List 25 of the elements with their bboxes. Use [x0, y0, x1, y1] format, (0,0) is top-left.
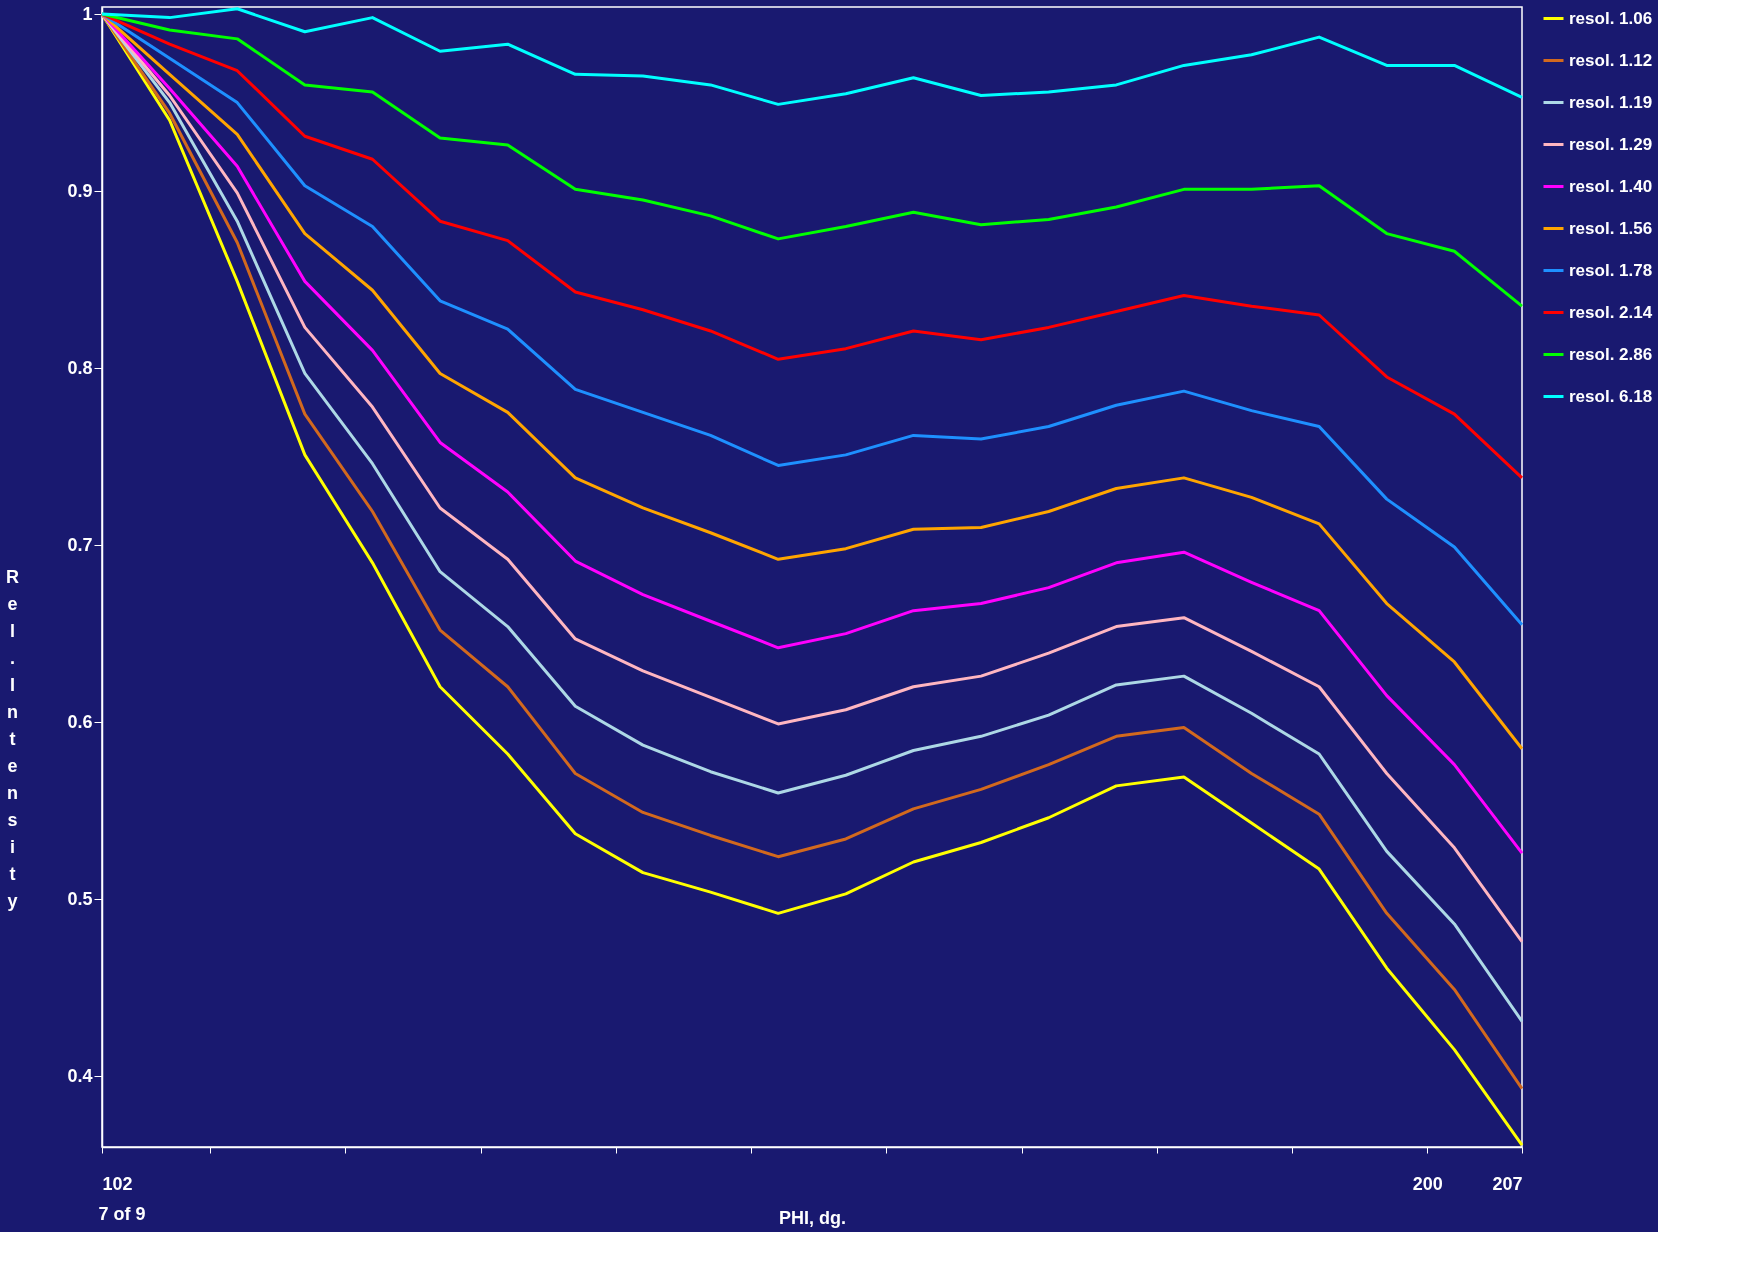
legend-label: resol. 1.78: [1569, 260, 1653, 280]
y-tick-label: 0.5: [67, 888, 93, 909]
legend-label: resol. 1.56: [1569, 218, 1653, 238]
text: Rel. Intensity: [6, 566, 19, 911]
y-tick-label: 0.4: [67, 1065, 93, 1086]
legend-label: resol. 1.29: [1569, 134, 1653, 154]
y-tick-label: 0.8: [67, 357, 93, 378]
y-tick-label: 0.9: [67, 180, 93, 201]
legend-label: resol. 1.19: [1569, 92, 1653, 112]
y-tick-label: 0.6: [67, 711, 93, 732]
x-axis-title: PHI, dg.: [779, 1207, 846, 1228]
y-tick-label: 0.7: [67, 534, 93, 555]
x-tick-label: 102: [102, 1173, 133, 1194]
legend-label: resol. 1.12: [1569, 50, 1653, 70]
legend-label: resol. 2.14: [1569, 302, 1653, 322]
legend-label: resol. 1.06: [1569, 8, 1653, 28]
line-series: [100, 12, 1524, 627]
legend-label: resol. 6.18: [1569, 386, 1653, 406]
x-tick-label: 207: [1492, 1173, 1523, 1194]
line-series: [100, 7, 1524, 106]
legend-label: resol. 1.40: [1569, 176, 1653, 196]
legend-label: resol. 2.86: [1569, 344, 1653, 364]
y-tick-label: 1: [82, 3, 93, 24]
x-tick-label: 200: [1412, 1173, 1443, 1194]
text: 7 of 9: [98, 1204, 146, 1224]
